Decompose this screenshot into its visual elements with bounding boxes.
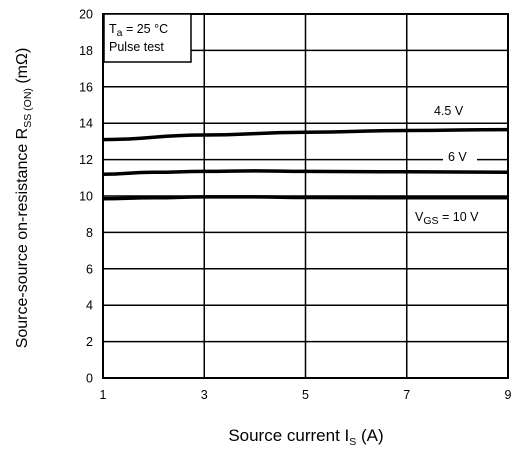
y-tick-label-6: 6	[86, 262, 93, 276]
series-lines	[102, 127, 509, 201]
y-tick-label-12: 12	[79, 153, 93, 167]
label-bg-4-5v	[428, 101, 476, 119]
y-tick-label-2: 2	[86, 335, 93, 349]
series-label-10v: VGS = 10 V	[415, 210, 479, 227]
y-tick-label-4: 4	[86, 299, 93, 313]
curve-vgs-6v	[102, 169, 509, 176]
y-tick-label-16: 16	[79, 80, 93, 94]
y-tick-label-18: 18	[79, 44, 93, 58]
y-tick-label-14: 14	[79, 117, 93, 131]
conditions-box-frame	[103, 13, 192, 63]
x-axis-title: Source current IS (A)	[228, 426, 383, 448]
y-axis-title: Source-source on-resistance RSS (ON) (mΩ…	[14, 48, 34, 349]
series-label-4-5v: 4.5 V	[434, 104, 464, 118]
label-bg-6v	[443, 147, 477, 165]
x-tick-label-5: 5	[302, 388, 309, 402]
y-tick-label-0: 0	[86, 372, 93, 386]
y-tick-label-10: 10	[79, 190, 93, 204]
plot-frame	[102, 13, 509, 379]
x-tick-label-7: 7	[403, 388, 410, 402]
series-label-6v: 6 V	[448, 150, 467, 164]
x-tick-label-1: 1	[100, 388, 107, 402]
x-tick-label-3: 3	[201, 388, 208, 402]
x-tick-label-9: 9	[505, 388, 512, 402]
pulse-test-label: Pulse test	[109, 40, 164, 54]
ambient-temperature-label: Ta = 25 °C	[109, 22, 168, 39]
conditions-box: Ta = 25 °C Pulse test	[103, 13, 192, 63]
y-tick-label-8: 8	[86, 226, 93, 240]
label-bg-10v	[410, 206, 500, 228]
curve-vgs-10v	[102, 195, 508, 201]
curve-vgs-4-5v	[102, 127, 509, 142]
y-tick-label-20: 20	[79, 8, 93, 22]
series-labels: 4.5 V 6 V VGS = 10 V	[410, 101, 500, 228]
tick-labels: 0 2 4 6 8 10 12 14 16 18 20 1 3 5 7 9	[79, 8, 511, 403]
